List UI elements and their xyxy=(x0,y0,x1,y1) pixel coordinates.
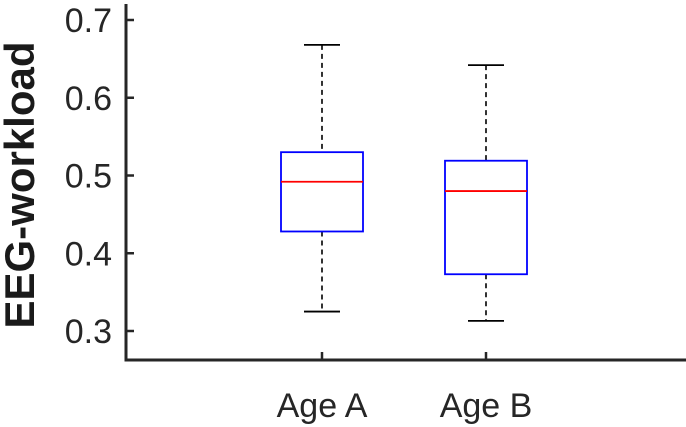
tick-labels: 0.3 0.4 0.5 0.6 0.7 Age A Age B xyxy=(65,2,533,425)
y-tick-label: 0.5 xyxy=(65,158,112,196)
iqr-box xyxy=(444,159,528,276)
x-tick-label: Age A xyxy=(277,387,368,425)
box-group xyxy=(280,43,528,322)
box-2 xyxy=(444,64,528,322)
axes xyxy=(124,4,686,362)
box-1 xyxy=(280,43,364,313)
y-tick-label: 0.4 xyxy=(65,235,112,273)
y-tick-label: 0.3 xyxy=(65,313,112,351)
y-tick-label: 0.6 xyxy=(65,80,112,118)
y-axis-label: EEG-workload xyxy=(0,41,43,328)
x-tick-label: Age B xyxy=(440,387,533,425)
iqr-box xyxy=(280,151,364,233)
y-tick-label: 0.7 xyxy=(65,2,112,40)
